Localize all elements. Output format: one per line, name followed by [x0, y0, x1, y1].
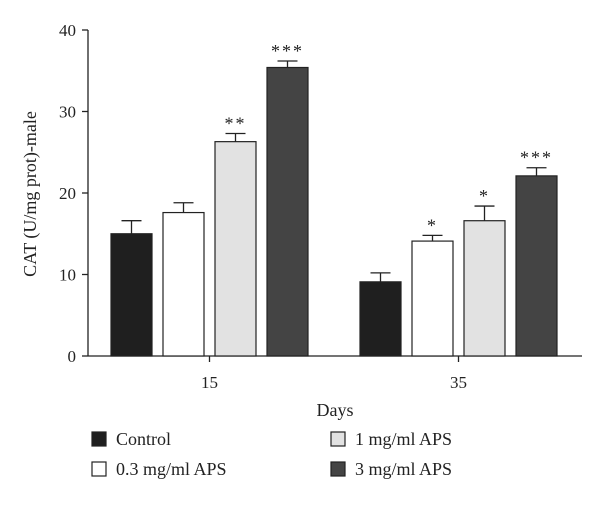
legend-label: 1 mg/ml APS [355, 429, 452, 449]
bar [515, 175, 558, 357]
x-tick-label: 15 [201, 373, 218, 392]
y-tick-label: 20 [59, 184, 76, 203]
bars [110, 60, 558, 357]
bar [110, 233, 153, 357]
significance-label: *** [520, 148, 553, 168]
bar [463, 220, 506, 357]
significance-label: * [427, 215, 438, 235]
significance-label: ** [225, 114, 247, 134]
x-tick-label: 35 [450, 373, 467, 392]
y-axis-label: CAT (U/mg prot)-male [20, 111, 41, 277]
legend-label: Control [116, 429, 171, 449]
y-tick-label: 40 [59, 21, 76, 40]
legend-swatch [91, 431, 107, 447]
bar [411, 240, 454, 357]
x-axis-label: Days [317, 400, 354, 420]
bar [359, 281, 402, 357]
legend-swatch [91, 461, 107, 477]
y-tick-label: 0 [68, 347, 77, 366]
legend: Control 1 mg/ml APS 0.3 mg/ml APS 3 mg/ml A… [91, 429, 452, 479]
bar [214, 141, 257, 357]
legend-label: 3 mg/ml APS [355, 459, 452, 479]
bar [266, 66, 309, 357]
bar [162, 211, 205, 357]
significance-label: * [479, 186, 490, 206]
y-tick-label: 10 [59, 266, 76, 285]
legend-swatch [330, 431, 346, 447]
significance-annotations: ********** [225, 41, 553, 235]
significance-label: *** [271, 41, 304, 61]
legend-label: 0.3 mg/ml APS [116, 459, 227, 479]
y-tick-label: 30 [59, 103, 76, 122]
legend-swatch [330, 461, 346, 477]
